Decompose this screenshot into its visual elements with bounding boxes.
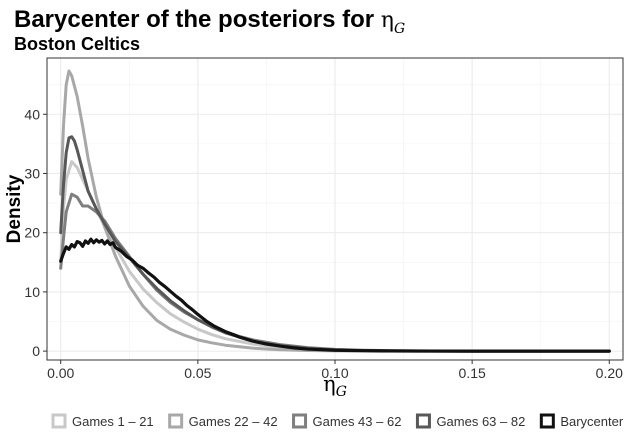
- legend-label-3: Games 43 – 62: [313, 414, 402, 429]
- legend-label-5: Barycenter: [560, 414, 624, 429]
- legend-key-1: [51, 413, 67, 429]
- y-tick-label: 20: [24, 225, 40, 241]
- plot-area: 0.00 0.05 0.10 0.15 0.20 0 10 20 30 40: [24, 57, 624, 381]
- x-tick-label: 0.20: [596, 365, 623, 381]
- legend-label-2: Games 22 – 42: [189, 414, 278, 429]
- legend-label-4: Games 63 – 82: [436, 414, 525, 429]
- y-tick-label: 30: [24, 165, 40, 181]
- x-tick-label: 0.10: [321, 365, 348, 381]
- y-tick-label: 0: [32, 343, 40, 359]
- legend-key-5: [539, 413, 555, 429]
- x-tick-label: 0.00: [47, 365, 74, 381]
- x-axis-title: ηG: [323, 372, 347, 400]
- x-tick-label: 0.15: [459, 365, 486, 381]
- series-line-5: [59, 237, 611, 353]
- chart-title: Barycenter of the posteriors for ηG: [14, 6, 405, 37]
- legend-key-2: [168, 413, 184, 429]
- legend: Games 1 – 21 Games 22 – 42 Games 43 – 62 Ga…: [51, 413, 624, 429]
- x-tick-label: 0.05: [184, 365, 211, 381]
- panel-border: [46, 57, 624, 361]
- legend-key-3: [292, 413, 308, 429]
- y-tick-label: 40: [24, 106, 40, 122]
- legend-label-1: Games 1 – 21: [72, 414, 154, 429]
- y-axis-title: Density: [4, 174, 25, 243]
- y-tick-label: 10: [24, 284, 40, 300]
- legend-key-4: [415, 413, 431, 429]
- chart-subtitle: Boston Celtics: [14, 34, 140, 54]
